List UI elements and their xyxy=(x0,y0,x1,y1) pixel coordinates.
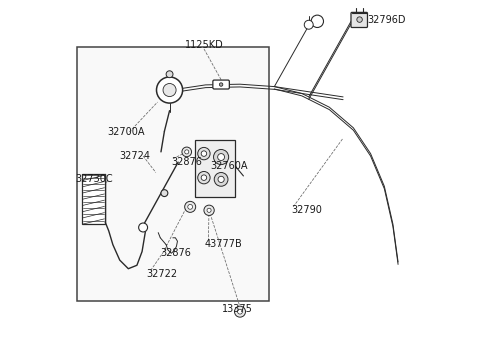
Circle shape xyxy=(188,205,192,209)
Circle shape xyxy=(238,309,242,314)
Text: 32876: 32876 xyxy=(160,248,191,258)
Circle shape xyxy=(214,172,228,186)
FancyBboxPatch shape xyxy=(351,12,368,28)
Text: 32796D: 32796D xyxy=(367,14,406,24)
Circle shape xyxy=(357,17,362,22)
Circle shape xyxy=(185,150,189,154)
Circle shape xyxy=(235,306,245,317)
Text: 32730C: 32730C xyxy=(76,174,113,184)
Circle shape xyxy=(207,208,211,213)
Circle shape xyxy=(204,205,214,215)
Text: 32760A: 32760A xyxy=(211,161,248,171)
Circle shape xyxy=(219,83,223,86)
Text: 32700A: 32700A xyxy=(108,127,145,137)
Circle shape xyxy=(185,201,196,213)
Circle shape xyxy=(163,83,176,97)
Text: 32722: 32722 xyxy=(146,269,178,279)
Circle shape xyxy=(311,15,324,28)
Circle shape xyxy=(214,149,228,165)
Text: 32790: 32790 xyxy=(291,205,323,215)
Bar xyxy=(82,174,105,224)
Circle shape xyxy=(201,175,207,180)
Circle shape xyxy=(161,190,168,197)
Circle shape xyxy=(139,223,147,232)
Circle shape xyxy=(198,147,210,160)
Circle shape xyxy=(182,147,192,157)
Text: 13375: 13375 xyxy=(222,304,253,314)
Circle shape xyxy=(156,77,182,103)
Text: 1125KD: 1125KD xyxy=(184,40,223,50)
Circle shape xyxy=(201,151,207,156)
Circle shape xyxy=(166,71,173,78)
Circle shape xyxy=(304,20,313,29)
Circle shape xyxy=(218,176,224,183)
FancyBboxPatch shape xyxy=(213,80,229,89)
Text: 43777B: 43777B xyxy=(205,239,243,249)
Text: 32876: 32876 xyxy=(171,157,202,167)
Bar xyxy=(77,47,269,301)
Circle shape xyxy=(217,154,225,160)
Circle shape xyxy=(198,171,210,184)
Bar xyxy=(195,140,235,197)
Text: 32724: 32724 xyxy=(119,151,150,161)
